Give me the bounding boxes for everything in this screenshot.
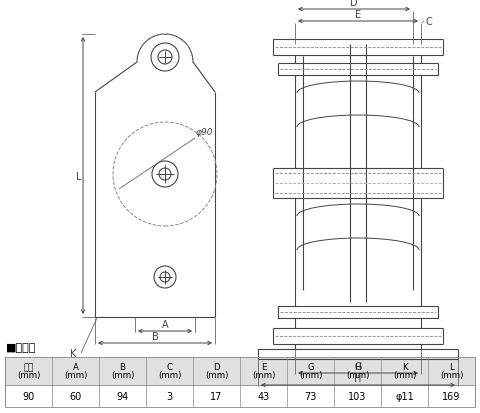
Text: (mm): (mm) [299, 370, 322, 380]
Text: H: H [354, 363, 361, 372]
Text: G: G [354, 361, 362, 371]
Text: 169: 169 [442, 391, 461, 401]
Text: L: L [75, 171, 81, 181]
Text: 94: 94 [116, 391, 129, 401]
Text: 90: 90 [23, 391, 35, 401]
Text: (mm): (mm) [440, 370, 463, 380]
Text: C: C [425, 17, 432, 27]
Text: K: K [70, 348, 76, 358]
Text: 43: 43 [257, 391, 270, 401]
Text: H: H [354, 373, 362, 383]
Text: D: D [350, 0, 358, 8]
Text: (mm): (mm) [393, 370, 416, 380]
Text: (mm): (mm) [17, 370, 40, 380]
Text: (mm): (mm) [64, 370, 87, 380]
Text: A: A [162, 319, 168, 329]
Text: (mm): (mm) [346, 370, 369, 380]
Text: 103: 103 [348, 391, 367, 401]
Text: (mm): (mm) [205, 370, 228, 380]
Text: 車径: 車径 [24, 363, 34, 372]
Text: 17: 17 [210, 391, 223, 401]
Text: 73: 73 [304, 391, 317, 401]
Text: B: B [120, 363, 125, 372]
Text: C: C [167, 363, 172, 372]
Text: φ11: φ11 [395, 391, 414, 401]
Text: D: D [213, 363, 220, 372]
Text: (mm): (mm) [252, 370, 275, 380]
Text: (mm): (mm) [111, 370, 134, 380]
Text: G: G [307, 363, 314, 372]
Text: A: A [72, 363, 78, 372]
Text: (mm): (mm) [158, 370, 181, 380]
Text: 3: 3 [167, 391, 173, 401]
Text: 60: 60 [70, 391, 82, 401]
Bar [5, 357, 475, 385]
Text: E: E [355, 10, 361, 20]
Text: E: E [261, 363, 266, 372]
Text: ■サイズ: ■サイズ [6, 342, 36, 352]
Text: φ90: φ90 [196, 128, 214, 137]
Text: K: K [402, 363, 408, 372]
Text: L: L [449, 363, 454, 372]
Text: B: B [152, 331, 158, 341]
